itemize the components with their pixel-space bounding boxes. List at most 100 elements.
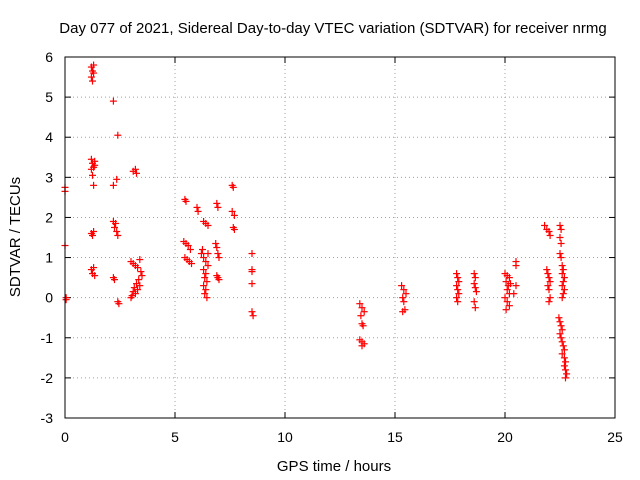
data-point — [91, 161, 99, 169]
data-point — [503, 286, 511, 294]
data-point — [360, 308, 368, 316]
data-point — [558, 338, 566, 346]
data-point — [546, 278, 554, 286]
data-point — [213, 244, 221, 252]
y-tick-label: -1 — [41, 330, 54, 346]
data-point — [505, 302, 513, 310]
data-point — [562, 374, 569, 382]
data-point — [546, 294, 554, 302]
y-axis-title: SDTVAR / TECUs — [7, 177, 24, 297]
data-point — [127, 294, 135, 302]
y-tick-label: -3 — [41, 410, 54, 426]
data-point — [557, 334, 565, 342]
data-point — [248, 280, 256, 288]
data-point — [454, 286, 462, 294]
data-point — [89, 77, 96, 85]
data-point — [562, 366, 569, 374]
data-point — [559, 290, 567, 298]
data-point — [200, 282, 208, 290]
data-point — [215, 254, 223, 262]
data-point — [359, 322, 367, 330]
y-tick-label: -2 — [41, 370, 54, 386]
data-point — [212, 240, 220, 248]
data-point — [357, 312, 365, 320]
data-point — [556, 318, 564, 326]
grid-lines — [65, 57, 615, 418]
data-point — [471, 274, 479, 282]
data-point — [90, 61, 98, 69]
data-point — [453, 270, 461, 278]
data-point — [543, 266, 551, 274]
data-point — [204, 221, 212, 229]
data-point — [230, 225, 238, 233]
x-tick-labels: 0 5 10 15 20 25 — [61, 429, 623, 445]
data-point — [203, 278, 211, 286]
data-point — [558, 282, 566, 290]
data-point — [399, 294, 407, 302]
data-point — [557, 322, 565, 330]
data-point — [544, 270, 552, 278]
data-point — [562, 358, 569, 366]
data-point — [109, 181, 117, 189]
data-point — [197, 250, 205, 258]
data-point — [202, 286, 210, 294]
data-point — [201, 290, 209, 298]
data-point — [556, 221, 564, 229]
data-point — [90, 69, 98, 77]
data-point — [204, 262, 212, 270]
data-point — [204, 250, 212, 258]
data-point — [111, 276, 118, 284]
data-point — [563, 370, 571, 378]
data-point — [131, 290, 139, 298]
data-point — [89, 171, 96, 179]
data-point — [503, 298, 511, 306]
data-point — [90, 181, 98, 189]
data-point — [138, 272, 146, 280]
data-point — [109, 97, 117, 105]
data-point — [214, 250, 222, 258]
data-point — [113, 175, 121, 183]
data-point — [199, 246, 206, 254]
data-point — [201, 274, 209, 282]
data-point — [558, 326, 566, 334]
data-point — [470, 280, 478, 288]
data-point — [560, 362, 568, 370]
data-point — [358, 342, 366, 350]
y-tick-label: 5 — [45, 89, 53, 105]
data-point — [200, 254, 208, 262]
axis-ticks — [64, 56, 616, 419]
data-point — [453, 294, 461, 302]
data-point — [248, 268, 256, 276]
data-point — [546, 231, 554, 239]
x-tick-label: 25 — [607, 429, 623, 445]
data-point — [556, 234, 564, 241]
data-point — [559, 266, 567, 274]
x-tick-label: 0 — [61, 429, 69, 445]
data-point — [398, 282, 406, 290]
data-point — [471, 304, 479, 312]
y-tick-label: 0 — [45, 290, 53, 306]
data-point — [558, 262, 566, 270]
data-point — [111, 223, 118, 231]
data-point — [560, 286, 568, 294]
data-point — [213, 199, 221, 207]
data-point — [512, 262, 520, 270]
data-point — [249, 312, 257, 320]
x-tick-label: 5 — [171, 429, 179, 445]
data-point — [184, 242, 192, 250]
data-point — [248, 250, 256, 258]
data-point — [113, 227, 121, 235]
chart-title: Day 077 of 2021, Sidereal Day-to-day VTE… — [59, 20, 606, 37]
data-point — [502, 306, 510, 314]
data-point — [471, 284, 479, 292]
data-point — [505, 274, 513, 282]
data-point — [560, 346, 568, 354]
y-tick-label: 6 — [45, 49, 53, 65]
x-tick-label: 10 — [277, 429, 293, 445]
data-point — [90, 227, 98, 235]
x-axis-title: GPS time / hours — [277, 458, 391, 475]
data-point — [560, 354, 568, 362]
data-point — [194, 207, 202, 215]
data-point — [557, 254, 565, 262]
